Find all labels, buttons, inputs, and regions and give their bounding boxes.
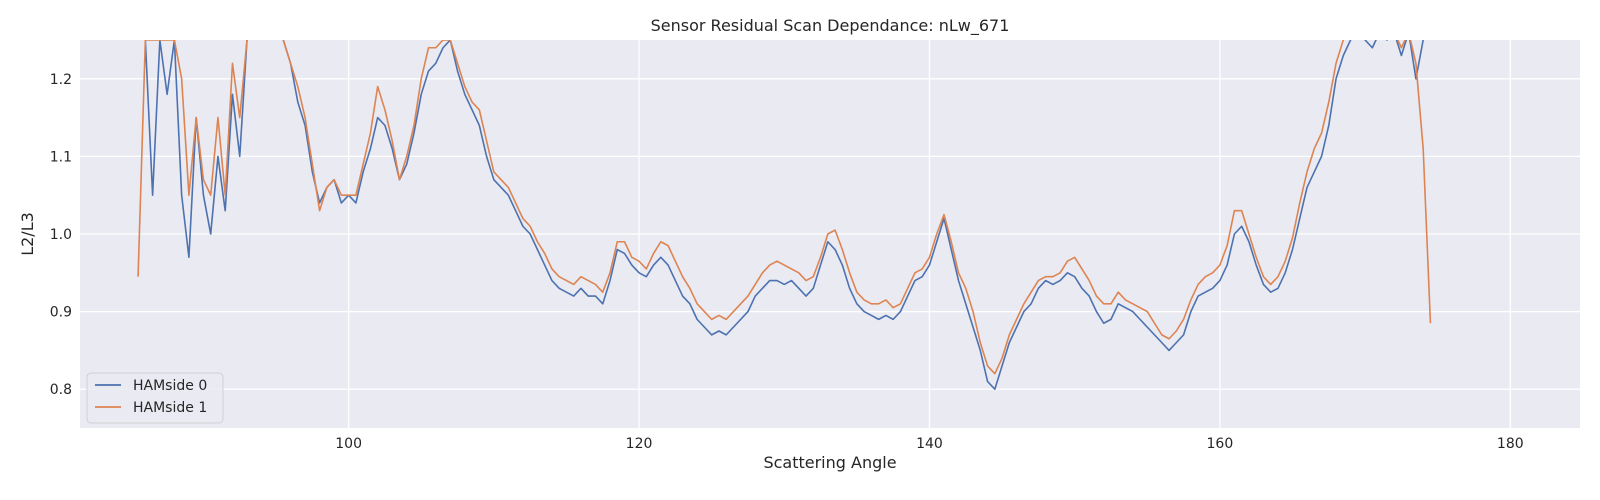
x-tick-labels: 100 120 140 160 180 [335, 436, 1523, 452]
x-tick-label: 140 [916, 436, 943, 452]
x-tick-label: 180 [1497, 436, 1524, 452]
grid-lines [80, 40, 1580, 428]
legend: HAMside 0 HAMside 1 [86, 372, 224, 424]
series-line-hamside-0 [144, 40, 1424, 390]
legend-label-hamside-0: HAMside 0 [133, 378, 207, 394]
series-lines [137, 40, 1432, 390]
y-axis-label: L2/L3 [18, 212, 37, 256]
chart-title: Sensor Residual Scan Dependance: nLw_671 [651, 16, 1010, 36]
series-line-hamside-1 [137, 40, 1432, 375]
y-tick-label: 1.2 [50, 72, 72, 88]
y-tick-label: 1.0 [50, 227, 72, 243]
x-tick-label: 120 [626, 436, 653, 452]
x-tick-label: 160 [1207, 436, 1234, 452]
y-tick-label: 1.1 [50, 149, 72, 165]
y-tick-labels: 0.8 0.9 1.0 1.1 1.2 [50, 72, 72, 398]
legend-label-hamside-1: HAMside 1 [133, 400, 207, 416]
y-tick-label: 0.8 [50, 382, 72, 398]
x-axis-label: Scattering Angle [763, 453, 896, 472]
x-tick-label: 100 [335, 436, 362, 452]
y-tick-label: 0.9 [50, 305, 72, 321]
